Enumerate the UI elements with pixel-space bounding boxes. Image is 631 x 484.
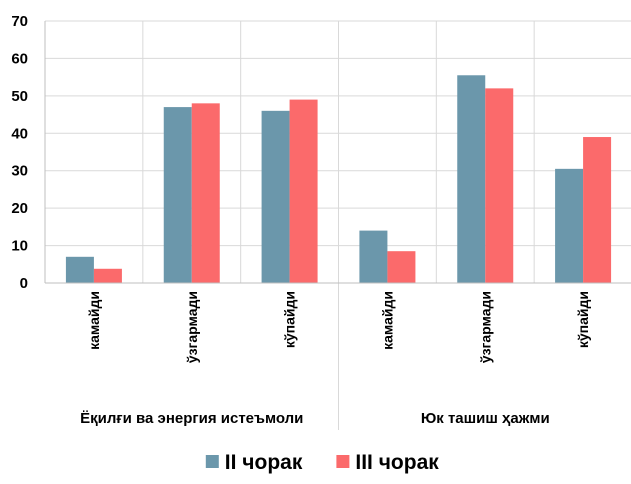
bar-s1-c4: [359, 230, 388, 283]
legend-swatch: [336, 455, 350, 468]
legend-label: II чорак: [225, 451, 303, 474]
bar-s2-c3: [289, 99, 318, 283]
legend: II чорак III чорак: [205, 451, 439, 474]
bar-s2-c5: [485, 88, 514, 283]
category-label: камайди: [379, 291, 395, 350]
bar-s1-c6: [555, 168, 584, 283]
category-label: ўзгармади: [477, 291, 493, 363]
bar-s1-c5: [457, 75, 486, 284]
y-tick-label: 40: [11, 125, 28, 142]
y-tick-label: 50: [11, 88, 28, 105]
group-label: Ёқилғи ва энергия истеъмоли: [80, 410, 303, 427]
category-labels: камайди ўзгармади кўпайди камайди ўзгармади к…: [86, 291, 591, 363]
bar-s2-c1: [93, 268, 122, 283]
grid: [45, 20, 631, 430]
axes: [44, 21, 631, 284]
y-tick-label: 60: [11, 50, 28, 67]
category-label: камайди: [86, 291, 102, 350]
y-tick-label: 30: [11, 163, 28, 180]
y-tick-label: 10: [11, 238, 28, 255]
y-tick-label: 70: [11, 13, 28, 30]
category-label: ўзгармади: [184, 291, 200, 363]
y-tick-label: 20: [11, 200, 28, 217]
bar-s2-c4: [387, 251, 416, 283]
y-axis-ticks: 0 10 20 30 40 50 60 70: [11, 13, 28, 292]
category-label: кўпайди: [575, 291, 591, 348]
category-label: кўпайди: [282, 291, 298, 348]
legend-swatch: [205, 455, 219, 468]
legend-label: III чорак: [355, 451, 439, 474]
y-tick-label: 0: [20, 275, 28, 292]
group-labels: Ёқилғи ва энергия истеъмоли Юк ташиш ҳажм…: [80, 410, 550, 427]
bars: [65, 75, 612, 284]
bar-s2-c2: [191, 103, 220, 283]
bar-s1-c3: [261, 110, 290, 283]
bar-s1-c1: [65, 256, 94, 283]
bar-s1-c2: [163, 107, 192, 283]
bar-s2-c6: [583, 137, 612, 283]
group-label: Юк ташиш ҳажми: [421, 410, 550, 427]
